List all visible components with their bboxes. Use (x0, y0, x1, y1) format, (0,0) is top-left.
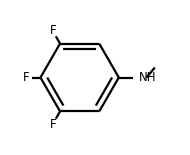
Text: NH: NH (139, 71, 156, 84)
Text: F: F (49, 24, 56, 38)
Text: F: F (23, 71, 29, 84)
Text: F: F (49, 117, 56, 131)
